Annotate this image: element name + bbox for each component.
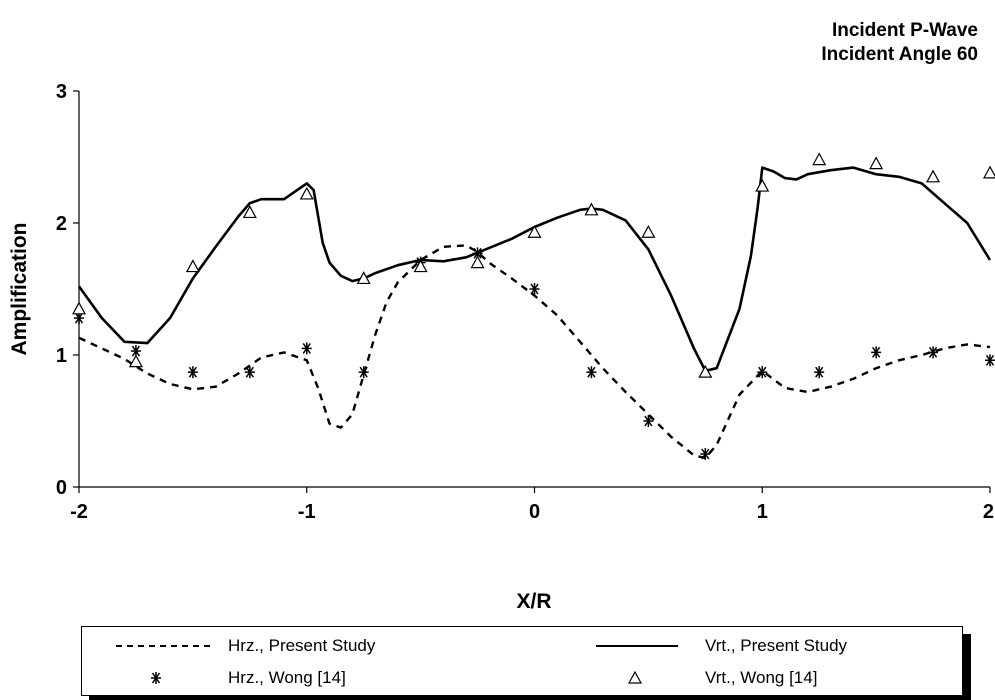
- triangle-marker-vrt-wong: [982, 165, 995, 179]
- legend-label-hrz-wong: Hrz., Wong [14]: [228, 668, 346, 687]
- star-marker-hrz-wong: [529, 283, 540, 295]
- x-tick-label: 0: [529, 501, 540, 523]
- triangle-marker-vrt-wong: [356, 271, 371, 285]
- star-marker-hrz-wong: [985, 354, 995, 367]
- triangle-marker-vrt-wong: [926, 169, 941, 183]
- y-axis-label: Amplification: [8, 222, 31, 355]
- triangle-marker-vrt-wong: [413, 259, 428, 273]
- chart-title-line-1: Incident P-Wave: [831, 20, 978, 41]
- star-marker-hrz-wong: [757, 366, 768, 379]
- star-marker-hrz-wong: [358, 366, 369, 379]
- star-marker-hrz-wong: [871, 346, 882, 359]
- triangle-marker-vrt-wong: [242, 205, 257, 219]
- triangle-marker-vrt-wong: [869, 156, 884, 170]
- x-axis-label: X/R: [516, 590, 551, 613]
- legend-label-vrt-wong: Vrt., Wong [14]: [705, 668, 818, 687]
- triangle-marker-vrt-wong: [299, 186, 314, 200]
- y-tick-label: 3: [56, 81, 67, 103]
- legend-triangle-marker-symbol: [627, 670, 643, 684]
- series-line-hrz-present: [78, 244, 991, 460]
- star-marker-hrz-wong: [244, 366, 255, 379]
- y-tick-label: 2: [56, 213, 67, 235]
- y-tick-label: 1: [56, 345, 67, 367]
- triangle-marker-vrt-wong: [185, 259, 200, 273]
- chart-plot: 0 1 2 3 -2 -1 0 1 2 X/R Amplification: [8, 81, 995, 613]
- y-tick-label: 0: [56, 477, 67, 499]
- legend-label-vrt-present: Vrt., Present Study: [705, 636, 848, 655]
- star-marker-hrz-wong: [586, 366, 597, 379]
- series-lines-group: [77, 166, 992, 460]
- star-marker-hrz-wong: [700, 448, 711, 460]
- legend: Hrz., Present Study Vrt., Present Study …: [81, 626, 963, 696]
- legend-symbols: [116, 645, 678, 684]
- chart-title-line-2: Incident Angle 60: [821, 44, 978, 65]
- triangle-marker-vrt-wong: [641, 224, 656, 238]
- x-tick-label: 1: [757, 501, 768, 523]
- axes-group: 0 1 2 3 -2 -1 0 1 2: [56, 81, 994, 523]
- markers-group: [71, 152, 995, 460]
- triangle-marker-vrt-wong: [527, 224, 542, 238]
- star-marker-hrz-wong: [643, 415, 654, 427]
- star-marker-hrz-wong: [814, 366, 825, 379]
- star-marker-hrz-wong: [928, 346, 939, 359]
- triangle-marker-vrt-wong: [812, 152, 827, 166]
- x-tick-label: -1: [298, 501, 316, 523]
- triangle-marker-vrt-wong: [584, 202, 599, 216]
- series-line-vrt-present: [77, 166, 992, 373]
- triangle-marker-vrt-wong: [71, 301, 87, 315]
- x-tick-label: 2: [983, 501, 994, 523]
- legend-label-hrz-present: Hrz., Present Study: [228, 636, 376, 655]
- triangle-marker-vrt-wong: [755, 178, 770, 192]
- triangle-marker-vrt-wong: [128, 354, 143, 368]
- legend-star-marker-symbol: [151, 672, 161, 684]
- star-marker-hrz-wong: [187, 366, 198, 379]
- triangle-marker-vrt-wong: [470, 255, 485, 269]
- star-marker-hrz-wong: [472, 247, 483, 260]
- x-tick-label: -2: [70, 501, 88, 523]
- star-marker-hrz-wong: [130, 345, 141, 358]
- star-marker-hrz-wong: [301, 342, 312, 355]
- triangle-marker-vrt-wong: [698, 364, 713, 378]
